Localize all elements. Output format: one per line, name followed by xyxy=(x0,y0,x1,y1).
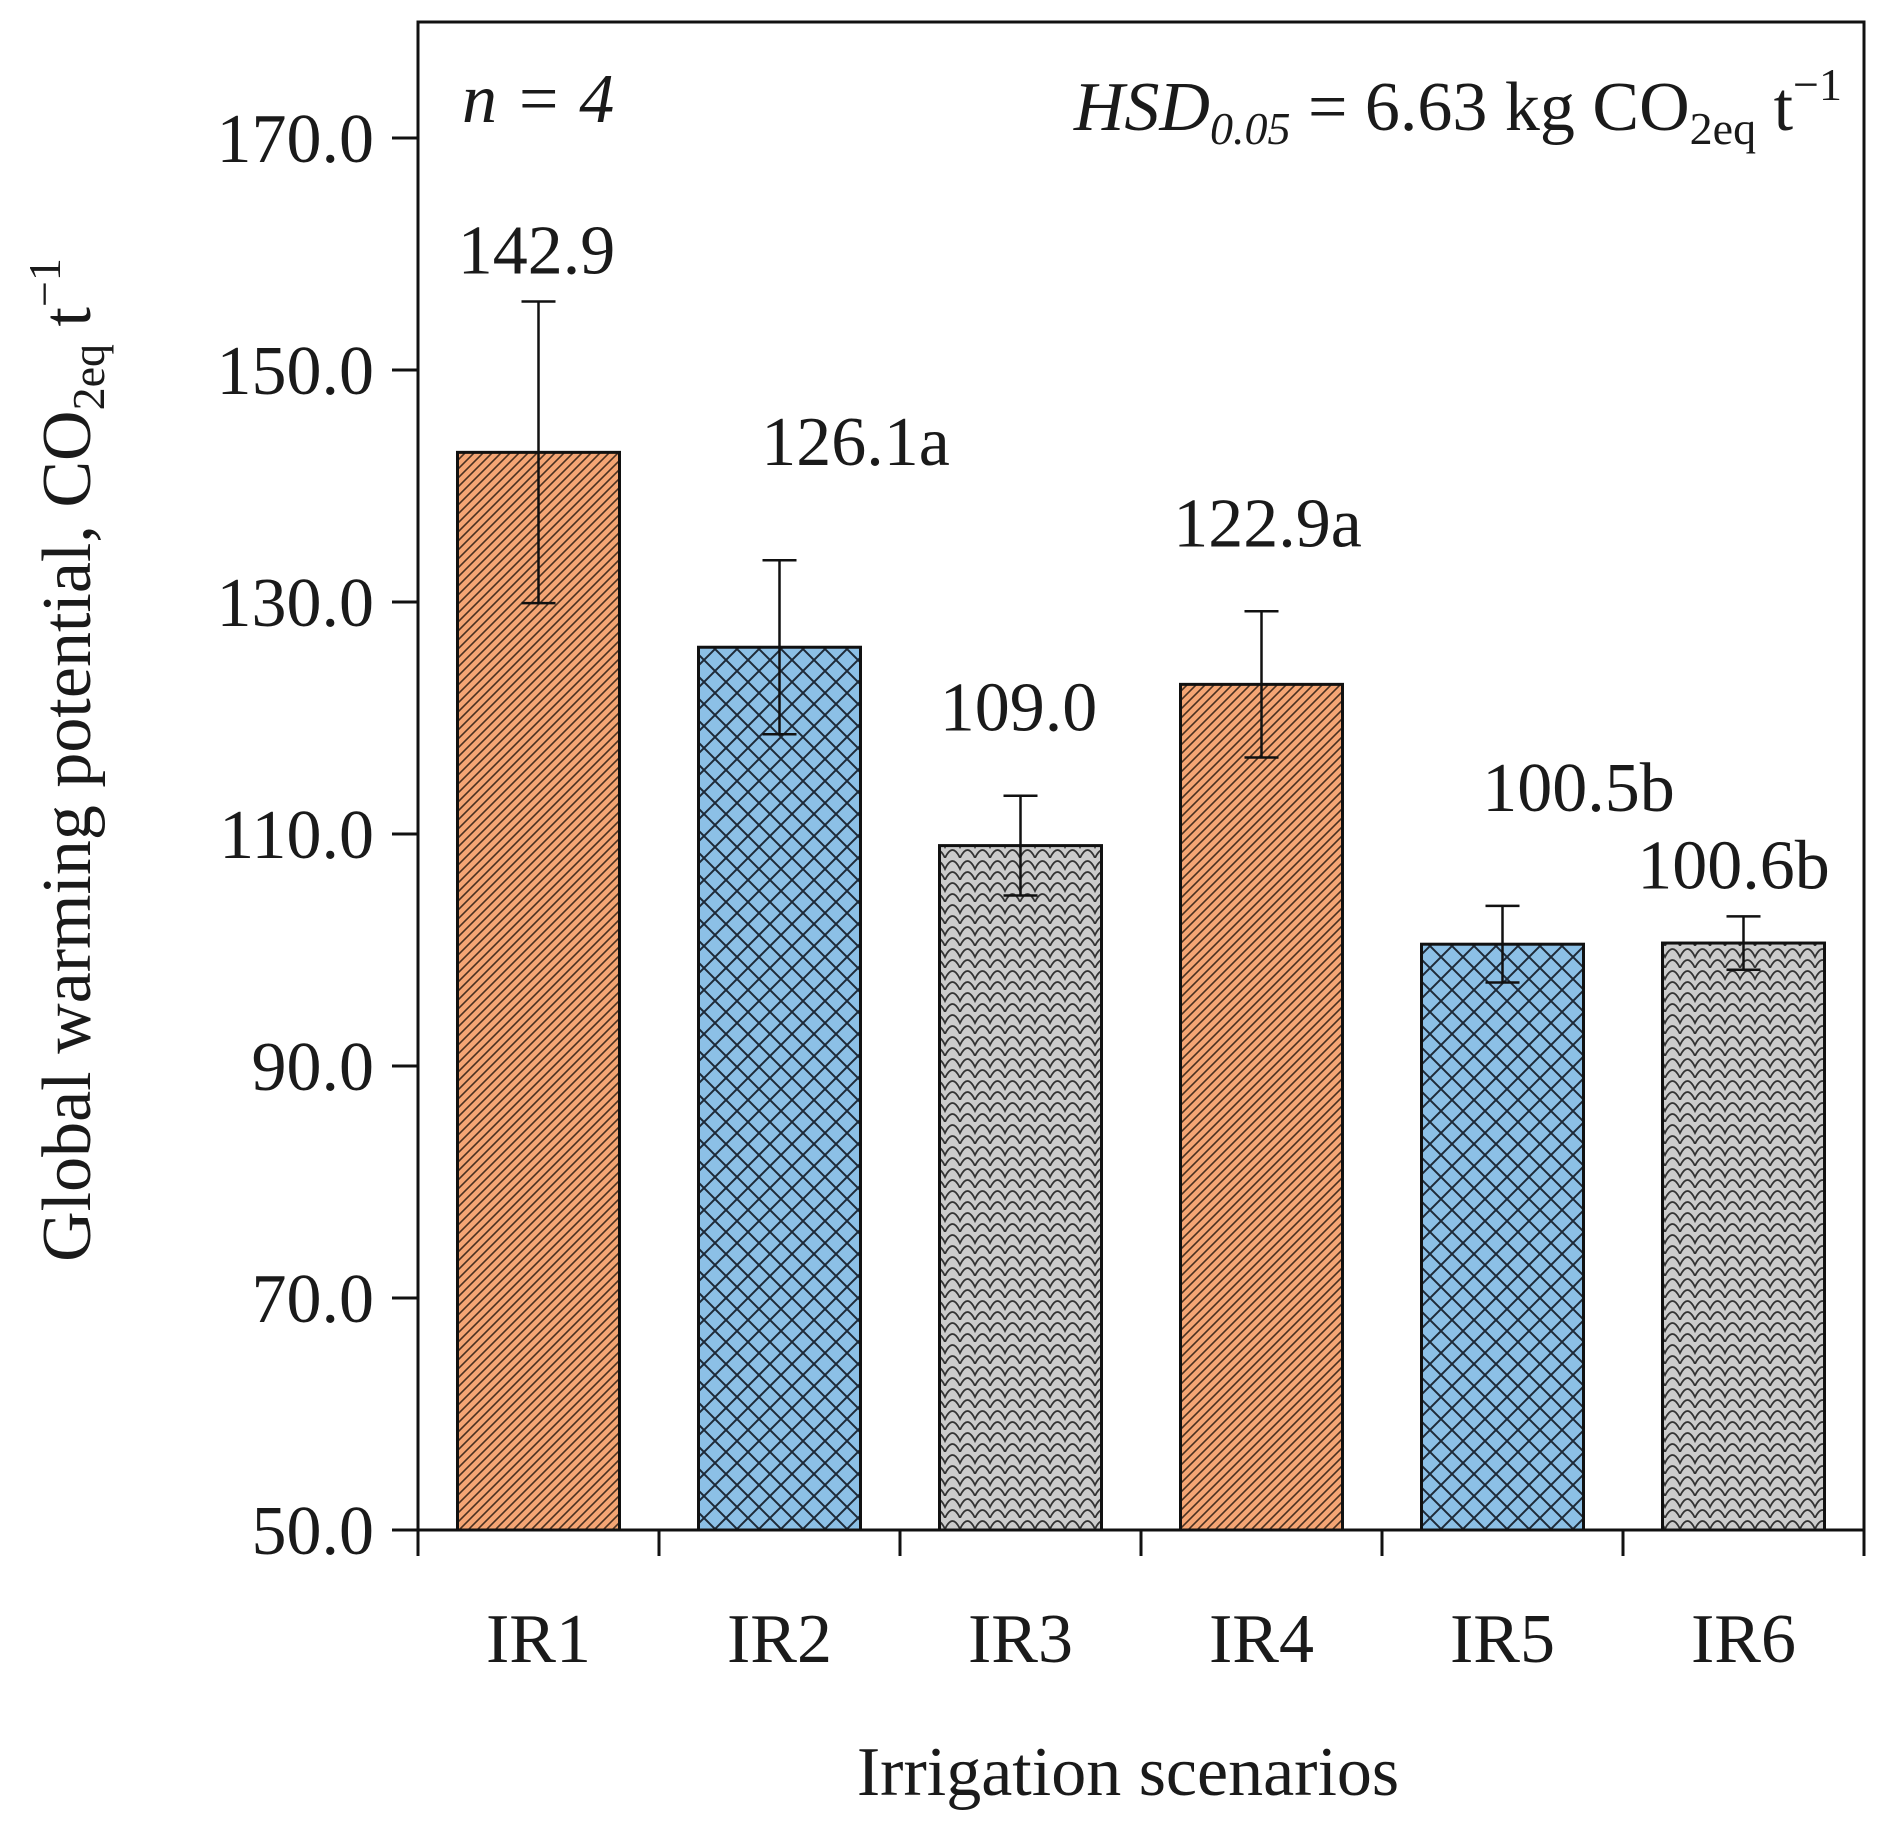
y-axis-title-unit: t xyxy=(29,306,106,344)
x-tick-label-ir1: IR1 xyxy=(486,1601,591,1678)
y-axis-title-sub: 2eq xyxy=(63,344,114,410)
bar-ir6 xyxy=(1661,941,1826,1532)
sample-size-annotation: n = 4 xyxy=(462,61,614,138)
x-tick-label-ir2: IR2 xyxy=(727,1601,832,1678)
y-tick-label: 90.0 xyxy=(252,1029,375,1106)
bar-ir1 xyxy=(456,450,621,1532)
hsd-italic: HSD xyxy=(1073,69,1210,146)
bar-ir3 xyxy=(938,844,1103,1532)
y-axis-title: Global warming potential, CO2eq t−1 xyxy=(19,258,114,1262)
y-axis-title-sup: −1 xyxy=(19,258,70,307)
value-label-ir2: 126.1a xyxy=(761,404,950,481)
bar-ir4 xyxy=(1179,682,1344,1532)
bar-ir5 xyxy=(1420,942,1585,1532)
x-tick-label-ir4: IR4 xyxy=(1209,1601,1314,1678)
hsd-annotation: HSD0.05 = 6.63 kg CO2eq t−1 xyxy=(1073,59,1842,154)
bar-ir2 xyxy=(697,645,862,1532)
error-bars-group xyxy=(521,300,1761,984)
hsd-sup: −1 xyxy=(1793,59,1842,110)
value-label-ir6: 100.6b xyxy=(1637,827,1830,904)
value-label-ir4: 122.9a xyxy=(1173,485,1362,562)
y-axis-title-main: Global warming potential, CO xyxy=(29,410,106,1262)
y-tick-label: 150.0 xyxy=(217,333,375,410)
y-tick-label: 130.0 xyxy=(217,565,375,642)
x-axis-title: Irrigation scenarios xyxy=(857,1734,1399,1811)
x-axis: IR1 IR2 IR3 IR4 IR5 IR6 xyxy=(416,1530,1866,1678)
value-label-ir3: 109.0 xyxy=(940,670,1098,747)
x-tick-label-ir3: IR3 xyxy=(968,1601,1073,1678)
value-label-ir1: 142.9 xyxy=(458,213,616,290)
y-axis: 50.0 70.0 90.0 110.0 130.0 150.0 170.0 xyxy=(217,101,418,1570)
y-tick-label: 70.0 xyxy=(252,1261,375,1338)
bars-group xyxy=(456,450,1826,1532)
x-tick-label-ir6: IR6 xyxy=(1691,1601,1796,1678)
y-tick-label: 50.0 xyxy=(252,1493,375,1570)
hsd-italic-sub: 0.05 xyxy=(1210,103,1291,154)
value-label-ir5: 100.5b xyxy=(1482,750,1675,827)
hsd-unit: t xyxy=(1756,69,1794,146)
x-tick-label-ir5: IR5 xyxy=(1450,1601,1555,1678)
hsd-value: = 6.63 kg CO xyxy=(1290,69,1689,146)
y-tick-label: 170.0 xyxy=(217,101,375,178)
y-tick-label: 110.0 xyxy=(219,797,374,874)
hsd-sub: 2eq xyxy=(1690,103,1756,154)
